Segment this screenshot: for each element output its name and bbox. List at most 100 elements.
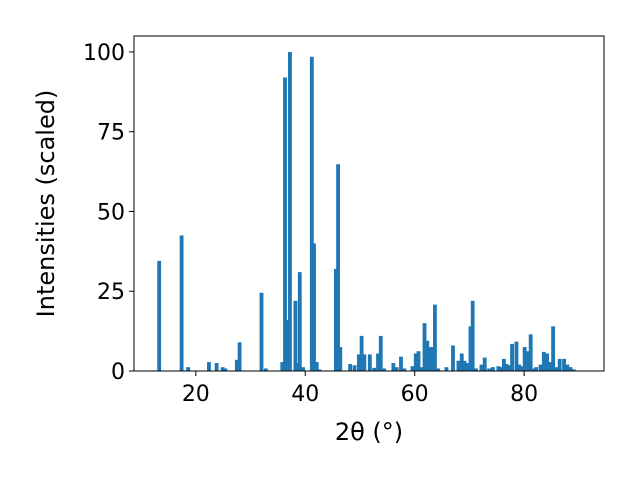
bar [234, 359, 239, 371]
x-axis-ticks: 20 40 60 80 [182, 371, 538, 407]
bar [237, 342, 242, 371]
bar [522, 347, 527, 371]
x-tick-label: 20 [182, 382, 210, 407]
bar [517, 364, 522, 371]
bar [456, 360, 461, 371]
bar [545, 353, 550, 371]
bar [378, 335, 383, 371]
bar [419, 367, 424, 371]
bar [520, 366, 524, 371]
bar [399, 356, 403, 371]
bar [391, 363, 396, 371]
y-tick-label: 50 [97, 200, 125, 225]
bar [186, 367, 191, 371]
bar [317, 369, 322, 371]
bar [425, 340, 430, 371]
bar [285, 319, 290, 371]
bar [504, 363, 509, 371]
bar [532, 368, 536, 371]
bar [288, 51, 292, 371]
x-tick-label: 40 [291, 382, 319, 407]
bar [207, 362, 211, 371]
bar [314, 362, 319, 371]
bar [506, 365, 511, 371]
bar [263, 368, 268, 371]
bar [482, 357, 487, 371]
bar [428, 347, 432, 371]
bar [312, 243, 316, 371]
y-tick-label: 100 [83, 41, 125, 66]
bar [528, 334, 533, 371]
bar [468, 326, 473, 371]
bar [295, 363, 300, 371]
bar [525, 351, 530, 371]
plot-frame [133, 35, 605, 372]
bar [436, 368, 441, 371]
bar [562, 358, 566, 371]
bar [220, 367, 225, 371]
bar [451, 345, 455, 371]
bar [510, 343, 514, 371]
bar [534, 367, 539, 371]
bar [410, 366, 415, 371]
bar [259, 292, 264, 371]
bar [557, 358, 562, 371]
bars-group [157, 51, 576, 372]
bar [356, 354, 361, 371]
bar [336, 164, 340, 371]
bar [514, 341, 519, 371]
bar [376, 353, 380, 371]
bar [568, 367, 573, 371]
bar [479, 364, 484, 371]
bar [352, 365, 357, 371]
bar [496, 366, 501, 371]
bar [444, 367, 449, 371]
bar [538, 364, 543, 371]
y-tick-label: 75 [97, 121, 125, 146]
bar [571, 369, 576, 371]
bar [297, 272, 302, 371]
bar [223, 368, 228, 371]
bar [487, 368, 492, 371]
bar [551, 326, 556, 371]
y-axis-label: Intensities (scaled) [32, 90, 60, 318]
bar [293, 300, 298, 371]
bar [501, 358, 506, 371]
bar [280, 362, 285, 371]
bar [465, 363, 470, 371]
x-tick-label: 60 [401, 382, 429, 407]
bar [301, 367, 305, 371]
bar [359, 335, 364, 371]
bar [348, 363, 353, 371]
bar [491, 367, 495, 371]
bar [430, 347, 435, 371]
bar [362, 354, 367, 371]
bar [309, 56, 314, 372]
bar [474, 368, 478, 371]
x-tick-label: 80 [510, 382, 538, 407]
bar [338, 347, 343, 371]
bar [462, 360, 467, 371]
bar [333, 268, 338, 371]
bar [382, 368, 386, 371]
bar [541, 351, 546, 371]
y-axis-ticks: 0 25 50 75 100 [83, 41, 134, 385]
x-axis-label: 2θ (°) [335, 418, 403, 446]
bar [367, 354, 372, 371]
bar [499, 367, 504, 371]
bar [554, 367, 559, 371]
bar [283, 77, 287, 371]
bar [470, 300, 475, 371]
bar [565, 364, 570, 371]
y-tick-label: 25 [97, 280, 125, 305]
bar [214, 363, 219, 371]
bar [547, 362, 552, 371]
bar [157, 260, 162, 371]
bar [372, 367, 377, 371]
bar [413, 353, 418, 371]
y-tick-label: 0 [111, 360, 125, 385]
bar [179, 235, 184, 371]
bar [459, 353, 464, 371]
bar [402, 368, 407, 371]
bar [416, 351, 421, 371]
